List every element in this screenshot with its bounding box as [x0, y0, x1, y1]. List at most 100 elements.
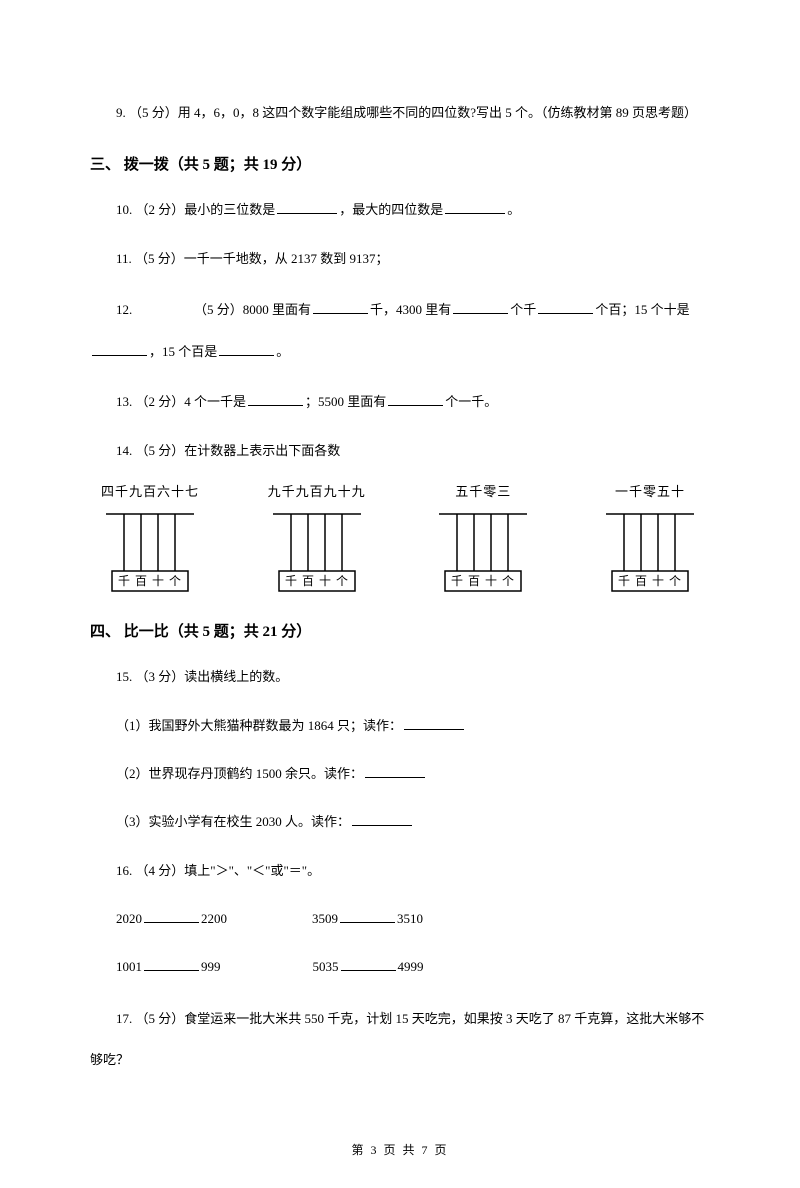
question-16: 16. （4 分）填上"＞"、"＜"或"＝"。: [90, 853, 710, 889]
blank: [248, 393, 303, 406]
q11-text: 一千一千地数，从 2137 数到 9137；: [184, 251, 389, 266]
blank: [404, 717, 464, 730]
q16-row2: 100199950354999: [90, 949, 710, 985]
q9-points: （5 分）: [129, 105, 178, 120]
q13-num: 13.: [116, 394, 132, 409]
q16-r2a: 1001: [116, 959, 142, 974]
question-11: 11. （5 分）一千一千地数，从 2137 数到 9137；: [90, 241, 710, 277]
q11-points: （5 分）: [135, 251, 184, 266]
svg-text:千: 千: [618, 574, 630, 588]
abacus-1-label: 四千九百六十七: [101, 481, 199, 500]
abacus-icon: 千 百 十 个: [600, 506, 700, 594]
svg-text:百: 百: [635, 574, 647, 588]
q13-b: ；5500 里面有: [305, 394, 386, 409]
q12-c: 个千: [510, 302, 536, 317]
abacus-2: 九千九百九十九 千 百 十 个: [267, 481, 367, 594]
svg-text:个: 个: [169, 574, 181, 588]
q14-points: （5 分）: [136, 443, 185, 458]
q16-text: 填上"＞"、"＜"或"＝"。: [184, 863, 320, 878]
blank: [219, 343, 274, 356]
blank: [365, 765, 425, 778]
q16-r1d: 3510: [397, 911, 423, 926]
q9-text: 用 4，6，0，8 这四个数字能组成哪些不同的四位数?写出 5 个。（仿练教材第…: [178, 105, 697, 120]
q10-c: 。: [507, 202, 520, 217]
q11-num: 11.: [116, 251, 132, 266]
q14-num: 14.: [116, 443, 132, 458]
q15-num: 15.: [116, 669, 132, 684]
blank: [144, 910, 199, 923]
q13-c: 个一千。: [445, 394, 497, 409]
q15-sub2-text: （2）世界现存丹顶鹤约 1500 余只。读作：: [116, 766, 363, 781]
q10-num: 10.: [116, 202, 132, 217]
section-3-title: 三、 拨一拨（共 5 题；共 19 分）: [90, 153, 710, 174]
question-14: 14. （5 分）在计数器上表示出下面各数: [90, 433, 710, 469]
question-10: 10. （2 分）最小的三位数是，最大的四位数是。: [90, 192, 710, 228]
blank: [538, 301, 593, 314]
q15-sub3-text: （3）实验小学有在校生 2030 人。读作：: [116, 814, 350, 829]
blank: [313, 301, 368, 314]
q12-a: 8000 里面有: [243, 302, 311, 317]
blank: [341, 958, 396, 971]
q15-sub2: （2）世界现存丹顶鹤约 1500 余只。读作：: [90, 756, 710, 792]
svg-text:个: 个: [502, 574, 514, 588]
svg-text:千: 千: [118, 574, 130, 588]
q17-points: （5 分）: [136, 1011, 185, 1026]
abacus-2-label: 九千九百九十九: [268, 481, 366, 500]
svg-text:十: 十: [485, 574, 497, 588]
svg-text:十: 十: [652, 574, 664, 588]
q16-r1a: 2020: [116, 911, 142, 926]
q17-num: 17.: [116, 1011, 132, 1026]
q13-points: （2 分）: [136, 394, 185, 409]
blank: [388, 393, 443, 406]
svg-text:百: 百: [302, 574, 314, 588]
svg-text:百: 百: [468, 574, 480, 588]
abacus-4: 一千零五十 千 百 十 个: [600, 481, 700, 594]
abacus-4-label: 一千零五十: [615, 481, 685, 500]
q16-num: 16.: [116, 863, 132, 878]
blank: [92, 343, 147, 356]
abacus-1: 四千九百六十七 千 百 十 个: [100, 481, 200, 594]
q16-r2b: 999: [201, 959, 221, 974]
section-4-title: 四、 比一比（共 5 题；共 21 分）: [90, 620, 710, 641]
abacus-3: 五千零三 千 百 十 个: [433, 481, 533, 594]
svg-text:千: 千: [451, 574, 463, 588]
svg-text:千: 千: [285, 574, 297, 588]
q10-a: 最小的三位数是: [184, 202, 275, 217]
blank: [144, 958, 199, 971]
q16-points: （4 分）: [136, 863, 185, 878]
question-15: 15. （3 分）读出横线上的数。: [90, 659, 710, 695]
q16-row1: 2020220035093510: [90, 901, 710, 937]
q12-f: 。: [276, 344, 289, 359]
blank: [445, 201, 505, 214]
q16-r1c: 3509: [312, 911, 338, 926]
q15-sub3: （3）实验小学有在校生 2030 人。读作：: [90, 804, 710, 840]
abacus-icon: 千 百 十 个: [433, 506, 533, 594]
q13-a: 4 个一千是: [184, 394, 246, 409]
svg-text:百: 百: [135, 574, 147, 588]
question-12: 12. （5 分）8000 里面有千，4300 里有个千个百；15 个十是 ，1…: [90, 289, 710, 372]
abacus-3-label: 五千零三: [455, 481, 511, 500]
q12-points: （5 分）: [194, 302, 243, 317]
q16-r2d: 4999: [398, 959, 424, 974]
q12-b: 千，4300 里有: [370, 302, 451, 317]
blank: [277, 201, 337, 214]
q9-num: 9.: [116, 105, 126, 120]
blank: [453, 301, 508, 314]
page-footer: 第 3 页 共 7 页: [90, 1141, 710, 1158]
svg-text:十: 十: [152, 574, 164, 588]
q12-e: ，15 个百是: [149, 344, 217, 359]
question-17: 17. （5 分）食堂运来一批大米共 550 千克，计划 15 天吃完，如果按 …: [90, 998, 710, 1081]
blank: [352, 813, 412, 826]
q15-sub1-text: （1）我国野外大熊猫种群数最为 1864 只；读作：: [116, 718, 402, 733]
abacus-icon: 千 百 十 个: [100, 506, 200, 594]
q15-sub1: （1）我国野外大熊猫种群数最为 1864 只；读作：: [90, 708, 710, 744]
svg-text:个: 个: [669, 574, 681, 588]
abacus-row: 四千九百六十七 千 百 十 个 九千九百九十九 千 百 十 个: [90, 481, 710, 594]
svg-text:十: 十: [319, 574, 331, 588]
q12-d: 个百；15 个十是: [595, 302, 689, 317]
q10-b: ，最大的四位数是: [339, 202, 443, 217]
q14-text: 在计数器上表示出下面各数: [184, 443, 340, 458]
blank: [340, 910, 395, 923]
q15-text: 读出横线上的数。: [184, 669, 288, 684]
question-9: 9. （5 分）用 4，6，0，8 这四个数字能组成哪些不同的四位数?写出 5 …: [90, 95, 710, 131]
